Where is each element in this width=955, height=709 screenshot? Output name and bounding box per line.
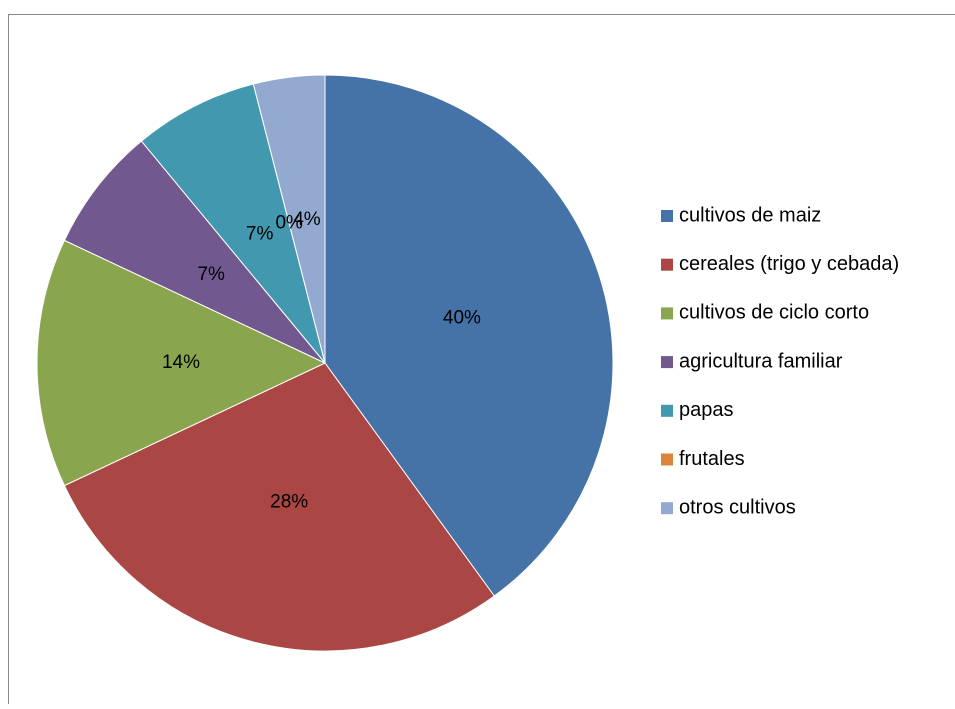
legend-label: cultivos de ciclo corto [679,302,869,324]
legend-label: papas [679,399,734,421]
data-label: 40% [443,308,481,329]
legend-swatch [661,307,673,319]
legend-swatch [661,405,673,417]
legend-swatch [661,502,673,514]
data-label: 7% [197,264,225,285]
legend-label: cereales (trigo y cebada) [679,253,899,275]
legend-swatch [661,356,673,368]
legend-swatch [661,210,673,222]
data-label: 4% [293,209,321,230]
data-label: 14% [162,352,200,373]
legend-label: frutales [679,448,745,470]
legend-label: otros cultivos [679,496,796,518]
legend-swatch [661,454,673,466]
legend-swatch [661,259,673,271]
data-label: 7% [246,224,274,245]
legend-label: agricultura familiar [679,350,843,372]
legend-label: cultivos de maiz [679,204,821,226]
data-label: 28% [270,491,308,512]
